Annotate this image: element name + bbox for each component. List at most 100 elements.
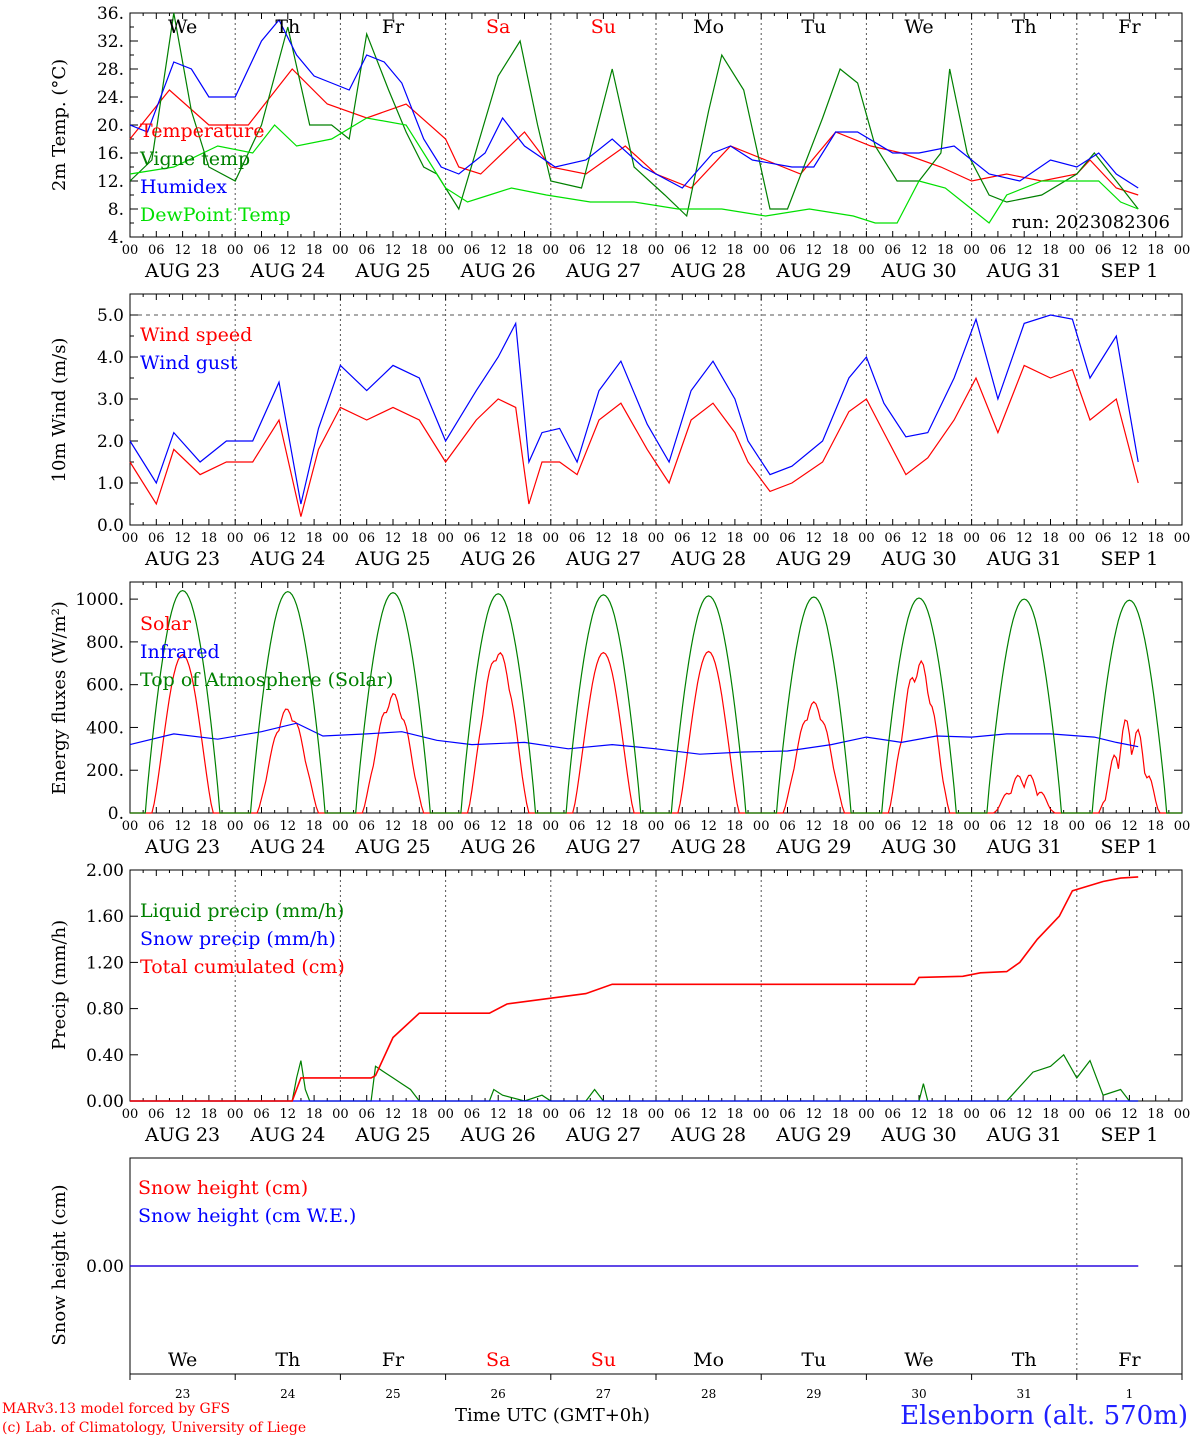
station-title: Elsenborn (alt. 570m) [900,1401,1188,1431]
hour-tick-label: 18 [516,531,533,546]
hour-tick-label: 18 [832,1107,849,1122]
hour-tick-label: 06 [148,243,165,258]
hour-tick-label: 00 [1174,1107,1191,1122]
date-label: AUG 30 [880,836,956,858]
hour-tick-label: 06 [990,531,1007,546]
date-label: AUG 29 [775,1124,851,1146]
hour-tick-label: 06 [1095,819,1112,834]
date-label: AUG 26 [460,260,536,282]
hour-tick-label: 18 [1147,819,1164,834]
hour-tick-label: 12 [595,531,612,546]
weekday-label: Th [1012,1349,1037,1371]
hour-tick-label: 06 [148,1107,165,1122]
hour-tick-label: 12 [911,819,928,834]
date-label: AUG 26 [460,836,536,858]
weekday-label: Mo [693,16,724,38]
hour-tick-label: 18 [411,1107,428,1122]
hour-tick-label: 06 [779,1107,796,1122]
hour-tick-label: 06 [253,1107,270,1122]
date-label: SEP 1 [1100,1124,1158,1146]
y-tick-label: 1.20 [86,953,124,973]
hour-tick-label: 18 [411,531,428,546]
y-tick-label: 8. [108,200,124,220]
weekday-label: We [904,16,933,38]
hour-tick-label: 18 [937,819,954,834]
hour-tick-label: 12 [700,243,717,258]
date-label: AUG 23 [144,836,220,858]
hour-tick-label: 06 [990,243,1007,258]
hour-tick-label: 12 [1016,243,1033,258]
hour-tick-label: 00 [122,1107,139,1122]
hour-tick-label: 18 [1042,531,1059,546]
hour-tick-label: 00 [648,243,665,258]
y-tick-label: 800. [86,633,124,653]
y-tick-label: 0.0 [97,516,124,536]
hour-tick-label: 18 [621,531,638,546]
date-label: AUG 29 [775,836,851,858]
weekday-label: We [168,16,197,38]
y-tick-label: 3.0 [97,390,124,410]
hour-tick-label: 06 [674,819,691,834]
hour-tick-label: 00 [858,243,875,258]
series-line-vigne-temp [129,12,1139,218]
hour-tick-label: 00 [858,1107,875,1122]
hour-tick-label: 06 [148,819,165,834]
hour-tick-label: 06 [884,243,901,258]
y-tick-label: 4.0 [97,348,124,368]
hour-tick-label: 06 [1095,1107,1112,1122]
hour-tick-label: 06 [884,1107,901,1122]
weekday-label: Th [275,1349,300,1371]
hour-tick-label: 12 [806,1107,823,1122]
hour-tick-label: 06 [1095,531,1112,546]
hour-tick-label: 00 [1174,243,1191,258]
hour-tick-label: 12 [490,1107,507,1122]
weekday-label: Th [275,16,300,38]
hour-tick-label: 18 [201,531,218,546]
hour-tick-label: 12 [700,531,717,546]
hour-tick-label: 06 [569,531,586,546]
hour-tick-label: 06 [674,531,691,546]
y-tick-label: 24. [97,88,124,108]
series-line-dewpoint-temp [129,117,1139,224]
hour-tick-label: 06 [358,531,375,546]
hour-tick-label: 00 [332,1107,349,1122]
hour-tick-label: 00 [122,531,139,546]
hour-tick-label: 06 [569,1107,586,1122]
weekday-label: We [904,1349,933,1371]
hour-tick-label: 12 [806,819,823,834]
y-tick-label: 0.00 [86,1257,124,1277]
hour-tick-label: 06 [569,819,586,834]
weekday-label: Mo [693,1349,724,1371]
weekday-label: Tu [801,1349,826,1371]
hour-tick-label: 18 [727,819,744,834]
hour-tick-label: 12 [385,1107,402,1122]
y-tick-label: 600. [86,676,124,696]
series-line-total-cumulated-cm- [130,876,1139,1102]
hour-tick-label: 18 [1147,1107,1164,1122]
hour-tick-label: 18 [201,819,218,834]
hour-tick-label: 12 [490,819,507,834]
series-line-humidex [129,18,1139,189]
hour-tick-label: 18 [937,531,954,546]
y-tick-label: 28. [97,60,124,80]
hour-tick-label: 00 [543,819,560,834]
date-label: AUG 29 [775,548,851,570]
hour-tick-label: 06 [990,819,1007,834]
hour-tick-label: 00 [1069,1107,1086,1122]
hour-tick-label: 12 [1121,1107,1138,1122]
y-tick-label: 12. [97,172,124,192]
hour-tick-label: 18 [727,243,744,258]
hour-tick-label: 18 [1042,819,1059,834]
hour-tick-label: 12 [700,1107,717,1122]
hour-tick-label: 06 [990,1107,1007,1122]
hour-tick-label: 00 [753,819,770,834]
date-label: AUG 31 [986,260,1062,282]
hour-tick-label: 12 [911,243,928,258]
hour-tick-label: 00 [648,819,665,834]
series-line-top-of-atmosphere-solar- [130,589,1182,814]
date-label: AUG 26 [460,1124,536,1146]
hour-tick-label: 18 [516,1107,533,1122]
hour-tick-label: 12 [806,531,823,546]
legend-entry: Snow height (cm W.E.) [138,1205,356,1227]
hour-tick-label: 12 [595,1107,612,1122]
